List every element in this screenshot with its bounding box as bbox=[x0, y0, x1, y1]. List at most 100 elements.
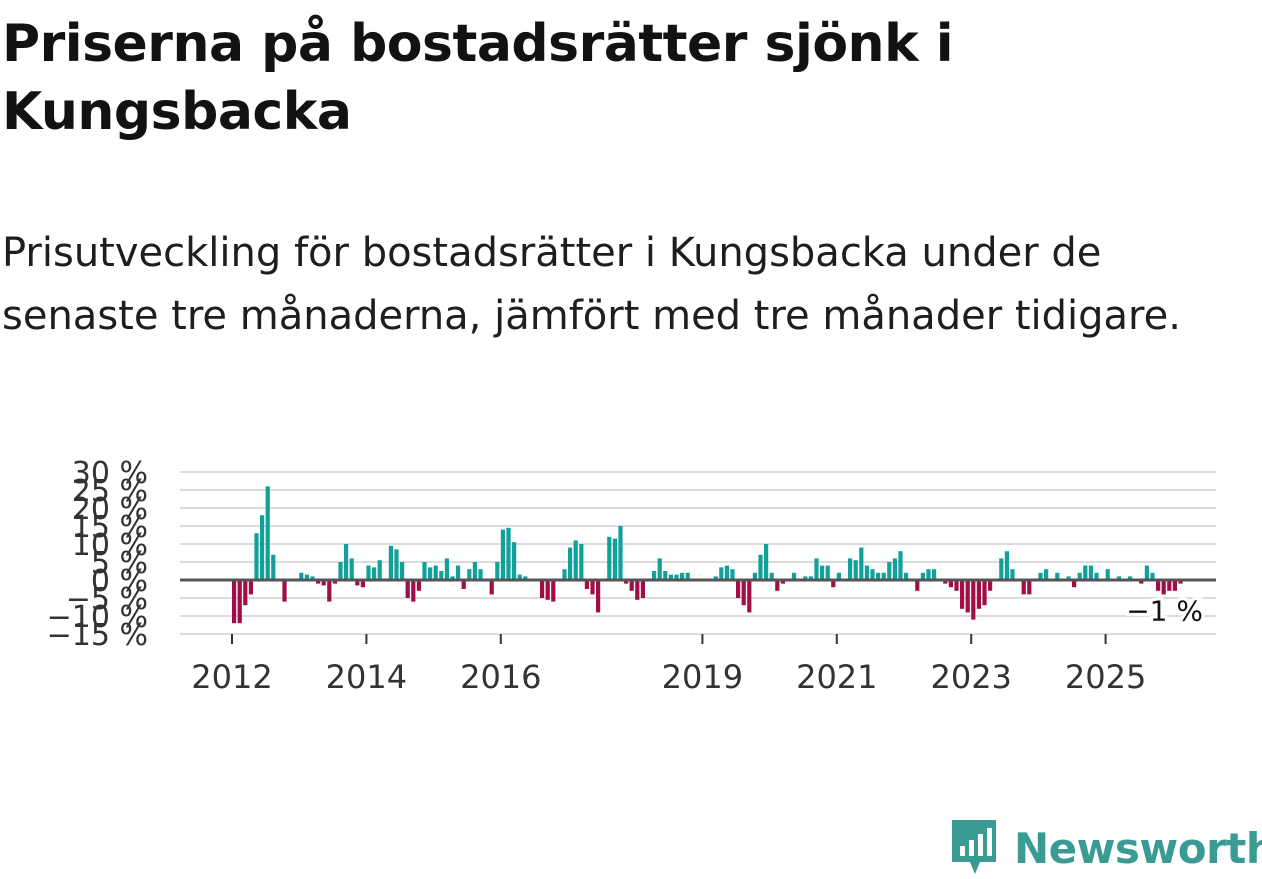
newsworthy-logo-icon bbox=[952, 820, 996, 874]
bar bbox=[372, 567, 377, 580]
y-tick-label: 5 % bbox=[91, 546, 148, 581]
bar bbox=[344, 544, 349, 580]
bar bbox=[876, 572, 881, 580]
bar bbox=[568, 547, 573, 580]
bar bbox=[736, 580, 741, 598]
bar bbox=[898, 551, 903, 580]
bar bbox=[1055, 572, 1060, 580]
bar bbox=[780, 580, 785, 584]
bar bbox=[260, 515, 265, 580]
bar bbox=[254, 533, 259, 580]
bar bbox=[562, 569, 567, 580]
y-tick-label: −15 % bbox=[47, 618, 148, 653]
x-tick-label: 2012 bbox=[191, 658, 272, 696]
bar bbox=[422, 562, 427, 580]
bar bbox=[1077, 572, 1082, 580]
bar bbox=[915, 580, 920, 591]
bar bbox=[775, 580, 780, 591]
y-tick-label: 20 % bbox=[72, 492, 148, 527]
chart-subtitle: Prisutveckling för bostadsrätter i Kungs… bbox=[2, 230, 1181, 339]
bar bbox=[1010, 569, 1015, 580]
bar bbox=[954, 580, 959, 591]
bar bbox=[428, 567, 433, 580]
bar bbox=[607, 536, 612, 580]
bar bbox=[808, 576, 813, 580]
bar bbox=[579, 544, 584, 580]
bar bbox=[685, 572, 690, 580]
bar bbox=[758, 554, 763, 580]
bar bbox=[1088, 565, 1093, 580]
bar bbox=[887, 562, 892, 580]
price-change-chart: −15 %−10 %−5 %0 %5 %10 %15 %20 %25 %30 %… bbox=[47, 456, 1216, 696]
bar bbox=[624, 580, 629, 584]
bar bbox=[881, 572, 886, 580]
bar bbox=[1004, 551, 1009, 580]
bar bbox=[388, 545, 393, 580]
bar bbox=[523, 576, 528, 580]
bar bbox=[265, 486, 270, 580]
bar bbox=[506, 527, 511, 580]
bar bbox=[450, 576, 455, 580]
bar bbox=[892, 558, 897, 580]
bar bbox=[411, 580, 416, 602]
y-tick-label: 15 % bbox=[72, 510, 148, 545]
bar bbox=[988, 580, 993, 591]
y-axis-labels: −15 %−10 %−5 %0 %5 %10 %15 %20 %25 %30 % bbox=[47, 456, 148, 653]
bar bbox=[904, 572, 909, 580]
bar bbox=[640, 580, 645, 598]
bar bbox=[232, 580, 237, 624]
bar bbox=[299, 572, 304, 580]
bar bbox=[825, 565, 830, 580]
bar bbox=[500, 529, 505, 580]
bar bbox=[282, 580, 287, 602]
bar bbox=[394, 549, 399, 580]
bar bbox=[1178, 580, 1183, 584]
bar bbox=[1150, 572, 1155, 580]
grid-lines bbox=[180, 471, 1216, 635]
x-tick-label: 2023 bbox=[930, 658, 1011, 696]
bar bbox=[540, 580, 545, 598]
bar bbox=[982, 580, 987, 606]
bar bbox=[814, 558, 819, 580]
bar bbox=[831, 580, 836, 588]
brand-name: Newsworthy bbox=[1014, 823, 1262, 873]
bar bbox=[960, 580, 965, 609]
bar bbox=[1083, 565, 1088, 580]
bar bbox=[584, 580, 589, 589]
bars bbox=[232, 486, 1183, 624]
x-tick-label: 2019 bbox=[662, 658, 743, 696]
bar bbox=[1066, 576, 1071, 580]
bar bbox=[971, 580, 976, 620]
bar bbox=[467, 569, 472, 580]
bar bbox=[859, 547, 864, 580]
bar bbox=[719, 567, 724, 580]
bar bbox=[316, 580, 321, 584]
bar bbox=[338, 562, 343, 580]
bar bbox=[1116, 576, 1121, 580]
bar bbox=[1161, 580, 1166, 595]
bar bbox=[512, 542, 517, 580]
bar bbox=[321, 580, 326, 586]
bar bbox=[629, 580, 634, 591]
bar bbox=[663, 571, 668, 580]
bar bbox=[1144, 565, 1149, 580]
bar bbox=[456, 565, 461, 580]
x-tick-label: 2016 bbox=[460, 658, 541, 696]
bar bbox=[248, 580, 253, 595]
bar bbox=[965, 580, 970, 613]
bar bbox=[920, 572, 925, 580]
bar bbox=[405, 580, 410, 598]
y-tick-label: −10 % bbox=[47, 600, 148, 635]
bar bbox=[310, 576, 315, 580]
bar bbox=[444, 558, 449, 580]
bar bbox=[730, 569, 735, 580]
bar bbox=[932, 569, 937, 580]
chart-title: Priserna på bostadsrätter sjönk i Kungsb… bbox=[2, 14, 954, 142]
bar bbox=[332, 580, 337, 584]
bar bbox=[355, 580, 360, 586]
x-tick-label: 2021 bbox=[796, 658, 877, 696]
bar bbox=[327, 580, 332, 602]
bar bbox=[764, 544, 769, 580]
bar bbox=[948, 580, 953, 588]
x-tick-label: 2014 bbox=[326, 658, 407, 696]
